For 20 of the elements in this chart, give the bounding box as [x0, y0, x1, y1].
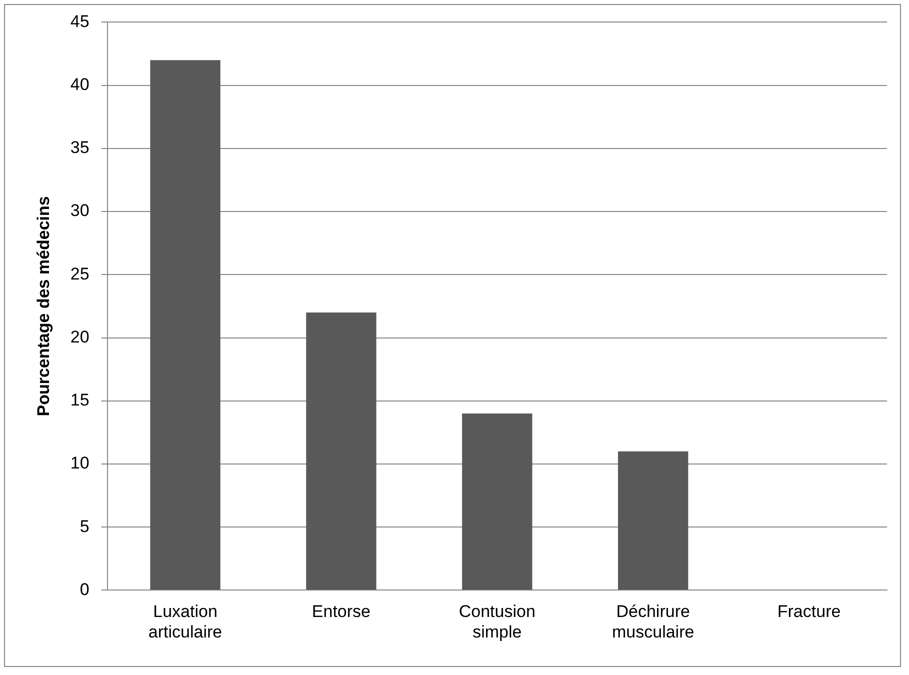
y-axis-title: Pourcentage des médecins	[34, 196, 53, 416]
bar	[150, 60, 220, 590]
x-tick-label: Déchirure musculaire	[612, 602, 694, 642]
y-tick-label: 35	[70, 138, 90, 158]
y-tick-label: 25	[70, 264, 90, 284]
bar	[618, 451, 688, 590]
y-tick-label: 5	[80, 516, 90, 536]
y-tick-label: 30	[70, 201, 90, 220]
y-tick-label: 15	[70, 390, 90, 410]
y-tick-label: 20	[70, 327, 90, 346]
y-tick-label: 0	[80, 580, 90, 599]
x-tick-label: Entorse	[312, 602, 371, 622]
x-tick-label: Luxation articulaire	[148, 602, 222, 642]
y-tick-label: 10	[70, 454, 90, 473]
x-tick-label: Fracture	[777, 602, 841, 622]
y-tick-label: 40	[70, 75, 90, 94]
bar	[462, 413, 532, 590]
x-tick-label: Contusion simple	[458, 602, 536, 642]
bar	[306, 312, 376, 590]
y-tick-label: 45	[70, 12, 90, 31]
